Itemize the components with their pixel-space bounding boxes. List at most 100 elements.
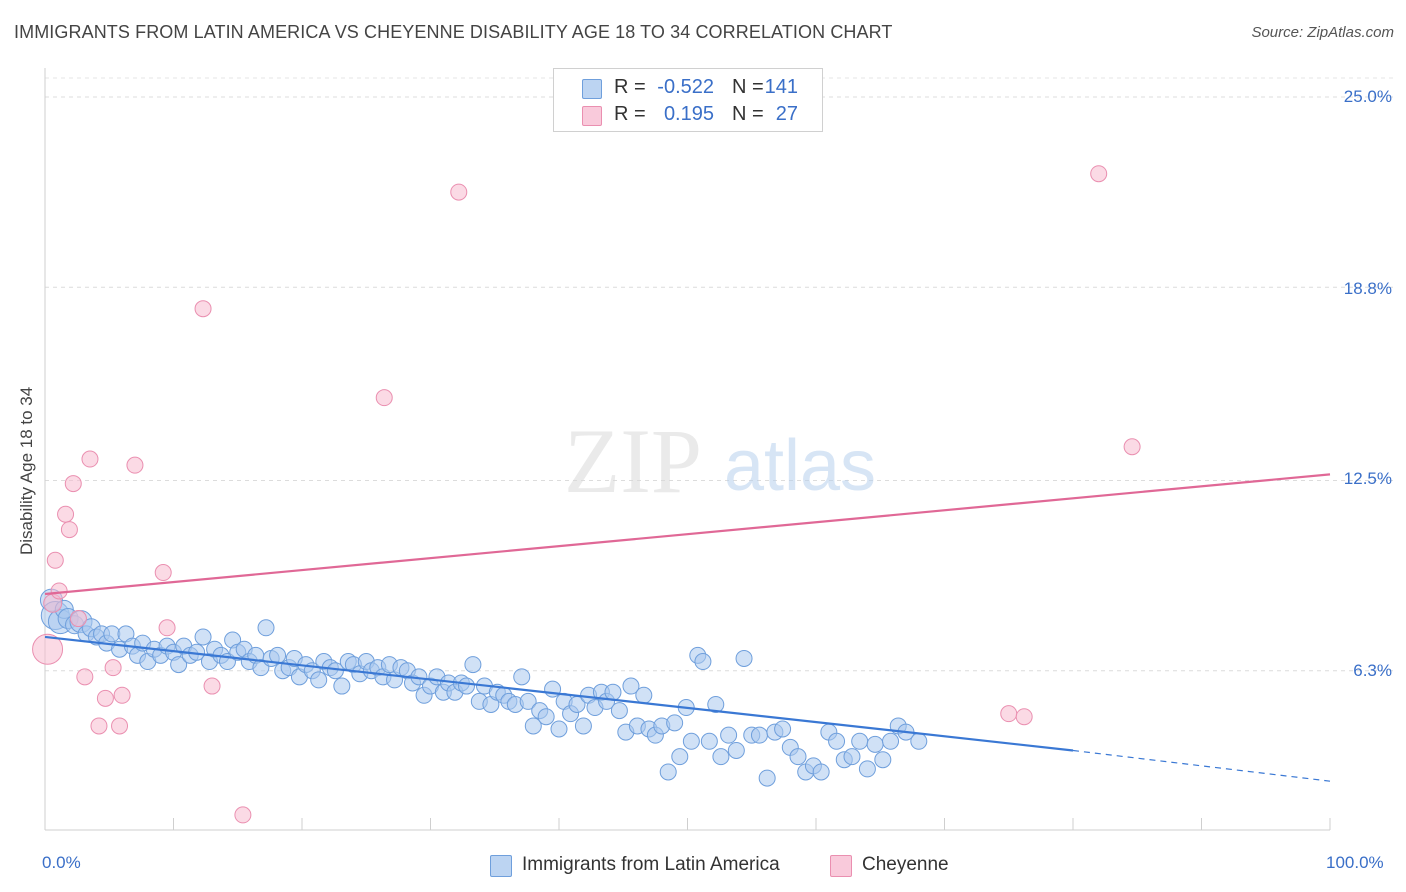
data-point-cheyenne bbox=[69, 610, 87, 628]
data-point-immigrants bbox=[524, 717, 542, 735]
data-point-immigrants bbox=[659, 763, 677, 781]
axes bbox=[44, 68, 1331, 831]
grid-lines bbox=[45, 77, 1395, 672]
data-point-immigrants bbox=[735, 649, 753, 667]
data-point-immigrants bbox=[574, 717, 592, 735]
data-point-cheyenne bbox=[1123, 438, 1141, 456]
data-point-immigrants bbox=[550, 720, 568, 738]
data-point-immigrants bbox=[257, 619, 275, 637]
y-axis-label: Disability Age 18 to 34 bbox=[17, 386, 36, 555]
data-point-cheyenne bbox=[450, 183, 468, 201]
data-point-cheyenne bbox=[1090, 165, 1108, 183]
data-point-cheyenne bbox=[46, 551, 64, 569]
data-point-cheyenne bbox=[203, 677, 221, 695]
data-point-immigrants bbox=[720, 726, 738, 744]
data-point-immigrants bbox=[727, 741, 745, 759]
trend-line-immigrants-extension bbox=[1072, 749, 1331, 782]
data-point-immigrants bbox=[519, 692, 537, 710]
series-immigrants-points bbox=[39, 588, 928, 787]
data-point-immigrants bbox=[750, 726, 768, 744]
data-point-cheyenne bbox=[113, 686, 131, 704]
y-tick-label: 6.3% bbox=[1353, 661, 1392, 680]
r-label: R = bbox=[614, 76, 646, 98]
data-point-immigrants bbox=[843, 748, 861, 766]
legend-swatch-pink bbox=[830, 855, 852, 877]
data-point-immigrants bbox=[758, 769, 776, 787]
source-label: Source: ZipAtlas.com bbox=[1251, 24, 1394, 41]
data-point-cheyenne bbox=[158, 619, 176, 637]
data-point-immigrants bbox=[310, 671, 328, 689]
data-point-immigrants bbox=[537, 708, 555, 726]
data-point-cheyenne bbox=[1015, 708, 1033, 726]
data-point-immigrants bbox=[789, 748, 807, 766]
data-point-immigrants bbox=[707, 695, 725, 713]
data-point-immigrants bbox=[882, 732, 900, 750]
trend-line-immigrants bbox=[44, 635, 1074, 752]
data-point-immigrants bbox=[874, 751, 892, 769]
data-point-immigrants bbox=[700, 732, 718, 750]
n-label: N = bbox=[732, 103, 764, 125]
data-point-cheyenne bbox=[96, 689, 114, 707]
legend-row-cheyenne: R = 0.195 N = 27 bbox=[554, 100, 822, 128]
data-point-immigrants bbox=[910, 732, 928, 750]
data-point-immigrants bbox=[513, 668, 531, 686]
legend-swatch-blue bbox=[582, 79, 602, 99]
data-point-immigrants bbox=[604, 683, 622, 701]
data-point-immigrants bbox=[610, 702, 628, 720]
r-label: R = bbox=[614, 103, 646, 125]
series-cheyenne-points bbox=[32, 165, 1141, 824]
x-tick-label-min: 0.0% bbox=[42, 853, 81, 872]
y-tick-label: 18.8% bbox=[1343, 279, 1392, 298]
data-point-immigrants bbox=[464, 656, 482, 674]
n-value: 141 bbox=[764, 76, 798, 98]
data-point-cheyenne bbox=[50, 582, 68, 600]
correlation-legend: R = -0.522 N = 141 R = 0.195 N = 27 bbox=[553, 68, 823, 132]
y-tick-label: 25.0% bbox=[1343, 87, 1392, 106]
data-point-immigrants bbox=[694, 653, 712, 671]
x-tick-label-max: 100.0% bbox=[1326, 853, 1384, 872]
data-point-immigrants bbox=[333, 677, 351, 695]
data-point-immigrants bbox=[858, 760, 876, 778]
data-point-immigrants bbox=[635, 686, 653, 704]
data-point-immigrants bbox=[812, 763, 830, 781]
trend-lines bbox=[44, 473, 1331, 782]
trend-line-cheyenne bbox=[44, 473, 1331, 596]
data-point-immigrants bbox=[666, 714, 684, 732]
data-point-cheyenne bbox=[154, 564, 172, 582]
y-tick-label: 12.5% bbox=[1343, 469, 1392, 488]
data-point-cheyenne bbox=[76, 668, 94, 686]
r-value: 0.195 bbox=[663, 103, 714, 125]
data-point-immigrants bbox=[457, 677, 475, 695]
data-point-immigrants bbox=[170, 656, 188, 674]
n-value: 27 bbox=[775, 103, 798, 125]
data-point-immigrants bbox=[103, 625, 121, 643]
data-point-cheyenne bbox=[104, 659, 122, 677]
data-point-cheyenne bbox=[1000, 705, 1018, 723]
data-point-cheyenne bbox=[32, 633, 64, 665]
r-value: -0.522 bbox=[657, 76, 714, 98]
data-point-immigrants bbox=[682, 732, 700, 750]
data-point-cheyenne bbox=[111, 717, 129, 735]
data-point-cheyenne bbox=[194, 300, 212, 318]
watermark-zip: ZIP bbox=[564, 410, 702, 512]
data-point-cheyenne bbox=[60, 521, 78, 539]
legend-swatch-pink bbox=[582, 106, 602, 126]
data-point-immigrants bbox=[866, 735, 884, 753]
legend-label: Cheyenne bbox=[862, 854, 949, 875]
data-point-immigrants bbox=[671, 748, 689, 766]
data-point-cheyenne bbox=[64, 475, 82, 493]
data-point-cheyenne bbox=[126, 456, 144, 474]
legend-label: Immigrants from Latin America bbox=[522, 854, 780, 875]
data-point-cheyenne bbox=[90, 717, 108, 735]
data-point-cheyenne bbox=[234, 806, 252, 824]
data-point-immigrants bbox=[712, 748, 730, 766]
chart-title: IMMIGRANTS FROM LATIN AMERICA VS CHEYENN… bbox=[14, 22, 893, 42]
data-point-immigrants bbox=[851, 732, 869, 750]
legend-swatch-blue bbox=[490, 855, 512, 877]
data-point-cheyenne bbox=[375, 389, 393, 407]
n-label: N = bbox=[732, 76, 764, 98]
series-legend: Immigrants from Latin America Cheyenne bbox=[0, 851, 1406, 881]
data-point-immigrants bbox=[774, 720, 792, 738]
watermark-atlas: atlas bbox=[724, 426, 876, 506]
